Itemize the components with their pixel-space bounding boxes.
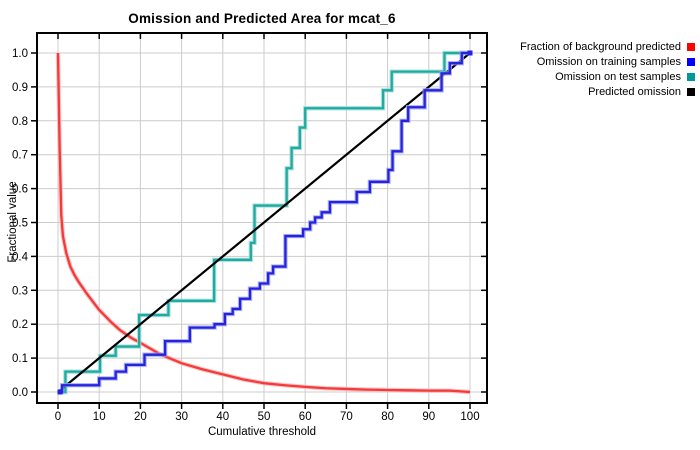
x-axis-label: Cumulative threshold [207, 426, 317, 438]
svg-text:60: 60 [299, 411, 312, 423]
svg-text:0: 0 [55, 411, 61, 423]
legend-label: Fraction of background predicted [520, 40, 681, 53]
y-axis-label: Fractional value [7, 181, 19, 263]
legend-item: Omission on test samples [520, 69, 695, 84]
legend-swatch-teal [687, 72, 695, 81]
legend-label: Omission on test samples [555, 70, 681, 83]
svg-text:0.0: 0.0 [12, 387, 28, 399]
svg-text:50: 50 [258, 411, 271, 423]
chart-title: Omission and Predicted Area for mcat_6 [128, 11, 396, 26]
legend-label: Predicted omission [588, 85, 681, 98]
svg-text:0.6: 0.6 [12, 184, 28, 196]
svg-text:20: 20 [134, 411, 147, 423]
legend-item: Omission on training samples [520, 54, 695, 69]
svg-text:0.7: 0.7 [12, 150, 28, 162]
svg-text:30: 30 [175, 411, 188, 423]
svg-text:1.0: 1.0 [12, 48, 28, 60]
svg-text:0.9: 0.9 [12, 82, 28, 94]
legend: Fraction of background predicted Omissio… [520, 39, 695, 99]
svg-text:0.4: 0.4 [12, 251, 29, 263]
svg-text:0.8: 0.8 [12, 116, 28, 128]
svg-text:100: 100 [460, 411, 479, 423]
svg-text:90: 90 [422, 411, 435, 423]
svg-text:0.5: 0.5 [12, 218, 28, 230]
legend-item: Fraction of background predicted [520, 39, 695, 54]
svg-text:0.3: 0.3 [12, 285, 28, 297]
svg-text:40: 40 [216, 411, 229, 423]
legend-item: Predicted omission [520, 84, 695, 99]
svg-text:80: 80 [381, 411, 394, 423]
svg-text:0.2: 0.2 [12, 319, 28, 331]
legend-swatch-black [687, 87, 695, 96]
svg-text:10: 10 [93, 411, 106, 423]
legend-swatch-red [687, 42, 695, 51]
legend-swatch-blue [687, 57, 695, 66]
legend-label: Omission on training samples [536, 55, 681, 68]
svg-text:70: 70 [340, 411, 353, 423]
svg-text:0.1: 0.1 [12, 353, 28, 365]
